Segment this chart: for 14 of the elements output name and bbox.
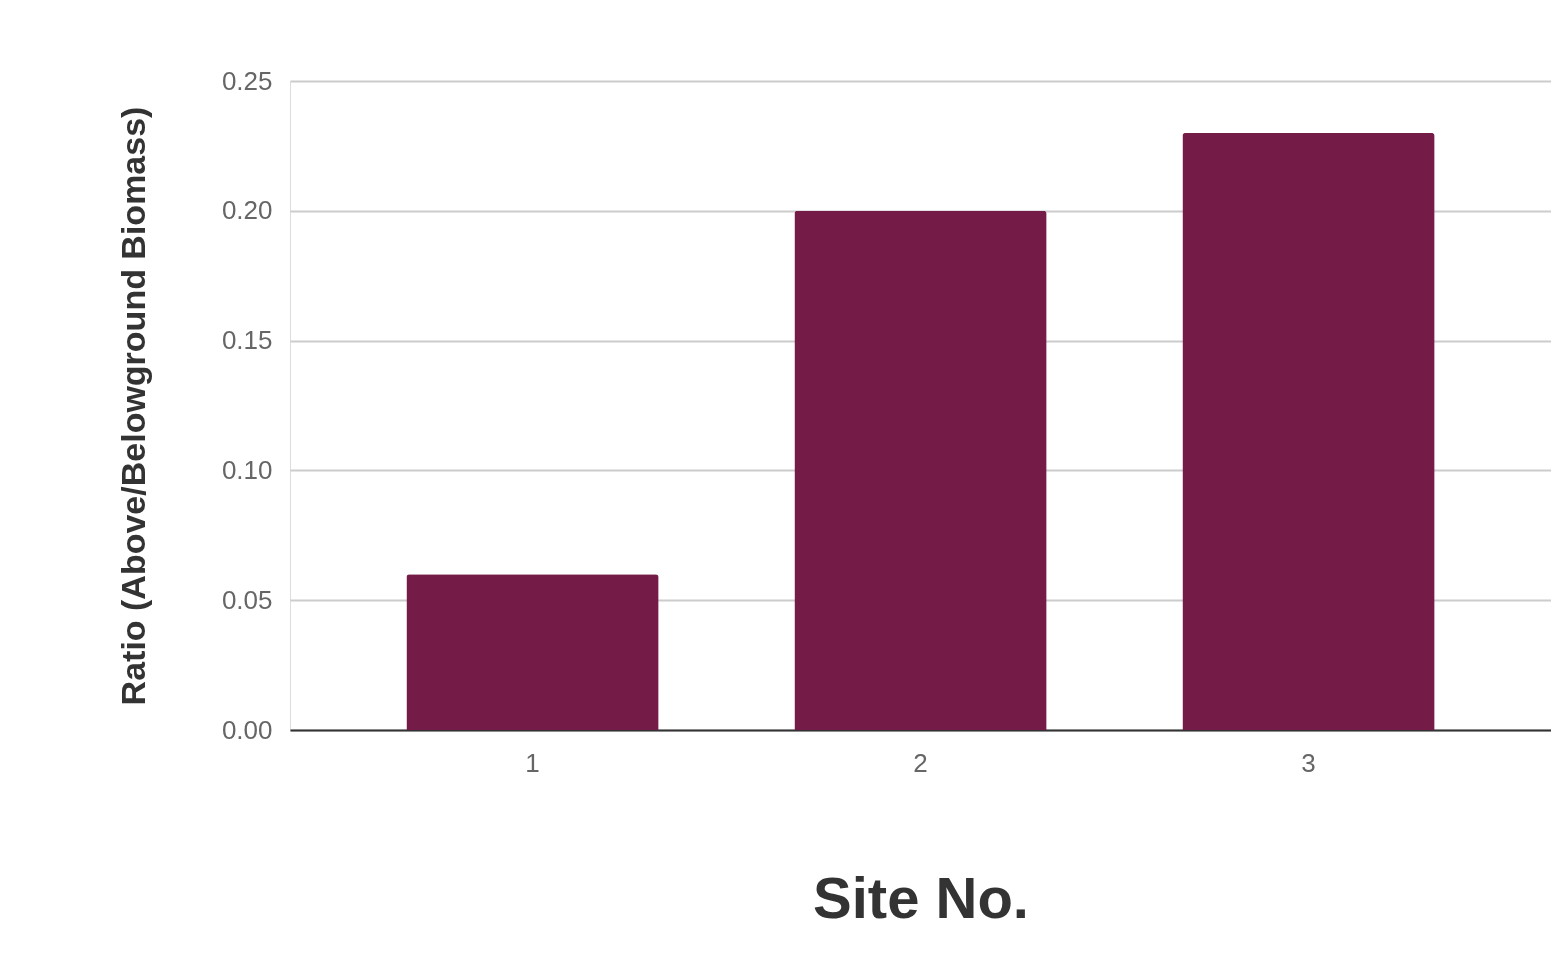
y-tick-label: 0.20 (221, 195, 273, 226)
x-tick-label: 1 (525, 747, 540, 778)
x-axis-title: Site No. (813, 864, 1029, 930)
y-axis-title: Ratio (Above/Belowground Biomass) (113, 106, 152, 706)
y-tick-label: 0.15 (221, 325, 273, 356)
bar (406, 574, 659, 730)
y-tick-label: 0.00 (221, 714, 273, 745)
y-tick-label: 0.25 (221, 65, 273, 96)
y-tick-label: 0.10 (221, 454, 273, 485)
x-tick-label: 2 (913, 747, 928, 778)
bar (794, 210, 1047, 730)
bar (1182, 132, 1435, 730)
x-tick-label: 3 (1301, 747, 1316, 778)
y-tick-label: 0.05 (221, 584, 273, 615)
